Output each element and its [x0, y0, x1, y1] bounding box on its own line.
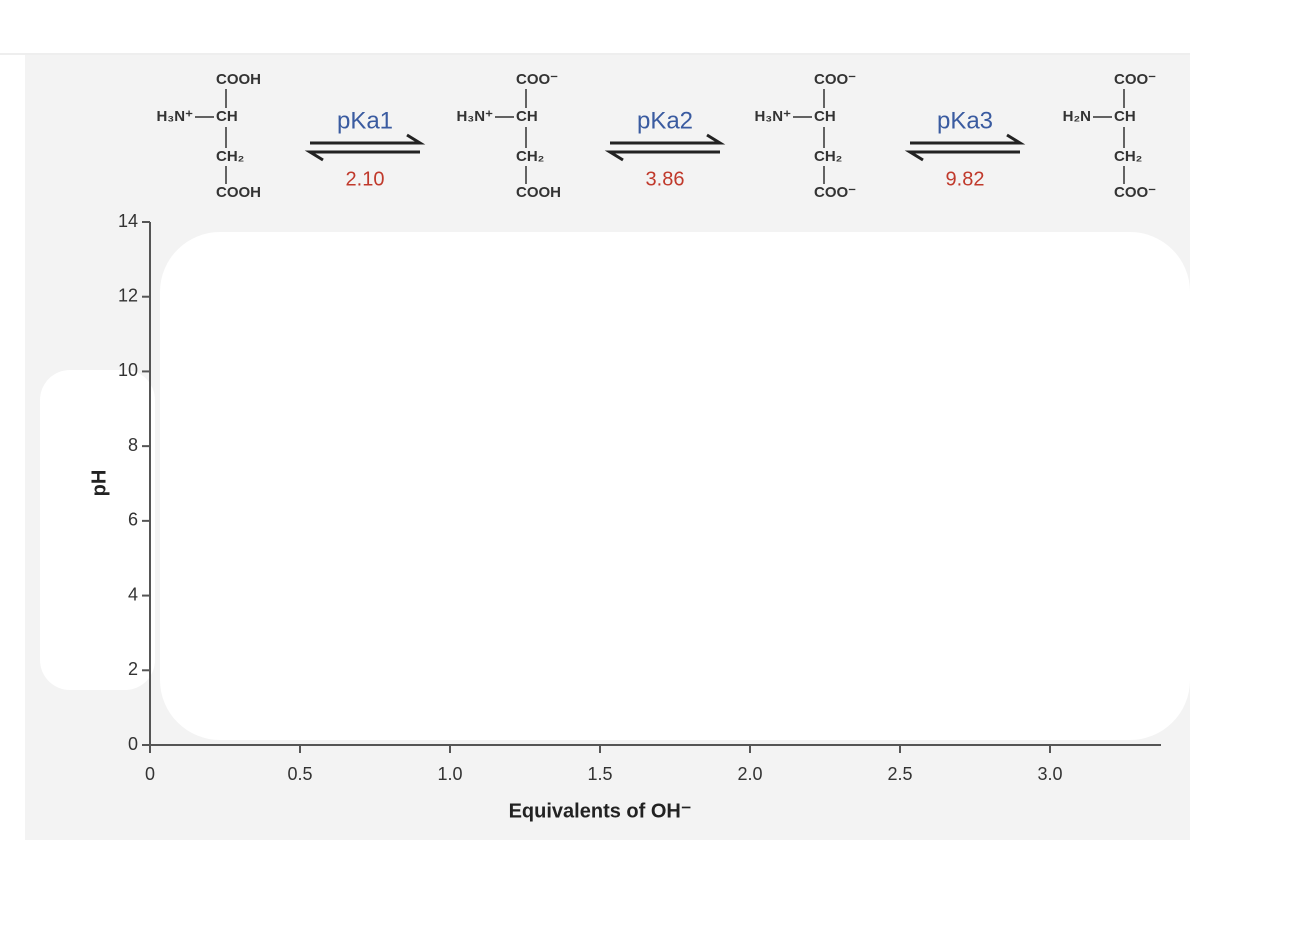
pka-value: 2.10: [346, 168, 385, 190]
y-tick-label: 4: [128, 584, 138, 604]
pka-label: pKa3: [937, 107, 993, 134]
x-tick-label: 2.5: [887, 764, 912, 784]
species-side: CH₂: [1114, 148, 1142, 165]
species-top: COOH: [216, 71, 261, 88]
species-top: COO⁻: [814, 71, 856, 88]
y-tick-label: 14: [118, 211, 138, 231]
species-center: CH: [814, 108, 836, 125]
forward-arrow: [610, 133, 726, 145]
species-center: CH: [516, 108, 538, 125]
pka-value: 9.82: [946, 168, 985, 190]
y-axis-label: pH: [88, 470, 110, 497]
species-center: CH: [1114, 108, 1136, 125]
pka-label: pKa2: [637, 107, 693, 134]
x-tick-label: 3.0: [1037, 764, 1062, 784]
x-tick-label: 0: [145, 764, 155, 784]
species-center: CH: [216, 108, 238, 125]
forward-arrow: [910, 133, 1026, 145]
species-bottom: COO⁻: [814, 184, 856, 201]
x-axis-label: Equivalents of OH⁻: [509, 800, 692, 822]
reverse-arrow: [604, 150, 720, 162]
x-tick-label: 1.0: [437, 764, 462, 784]
species-side: CH₂: [216, 148, 244, 165]
species-left: H₃N⁺: [754, 108, 791, 125]
y-tick-label: 2: [128, 659, 138, 679]
species-bottom: COOH: [516, 184, 561, 201]
plot-area: [160, 232, 1190, 740]
y-tick-label: 6: [128, 510, 138, 530]
x-tick-label: 0.5: [287, 764, 312, 784]
y-tick-label: 12: [118, 285, 138, 305]
species-side: CH₂: [814, 148, 842, 165]
y-tick-label: 10: [118, 360, 138, 380]
species-left: H₃N⁺: [456, 108, 493, 125]
blank-patch: [40, 370, 155, 690]
reverse-arrow: [304, 150, 420, 162]
y-tick-label: 8: [128, 435, 138, 455]
reverse-arrow: [904, 150, 1020, 162]
species-top: COO⁻: [516, 71, 558, 88]
x-tick-label: 2.0: [737, 764, 762, 784]
species-side: CH₂: [516, 148, 544, 165]
species-top: COO⁻: [1114, 71, 1156, 88]
species-bottom: COOH: [216, 184, 261, 201]
forward-arrow: [310, 133, 426, 145]
pka-label: pKa1: [337, 107, 393, 134]
y-tick-label: 0: [128, 734, 138, 754]
species-left: H₂N: [1063, 108, 1091, 125]
species-left: H₃N⁺: [156, 108, 193, 125]
pka-value: 3.86: [646, 168, 685, 190]
species-bottom: COO⁻: [1114, 184, 1156, 201]
x-tick-label: 1.5: [587, 764, 612, 784]
